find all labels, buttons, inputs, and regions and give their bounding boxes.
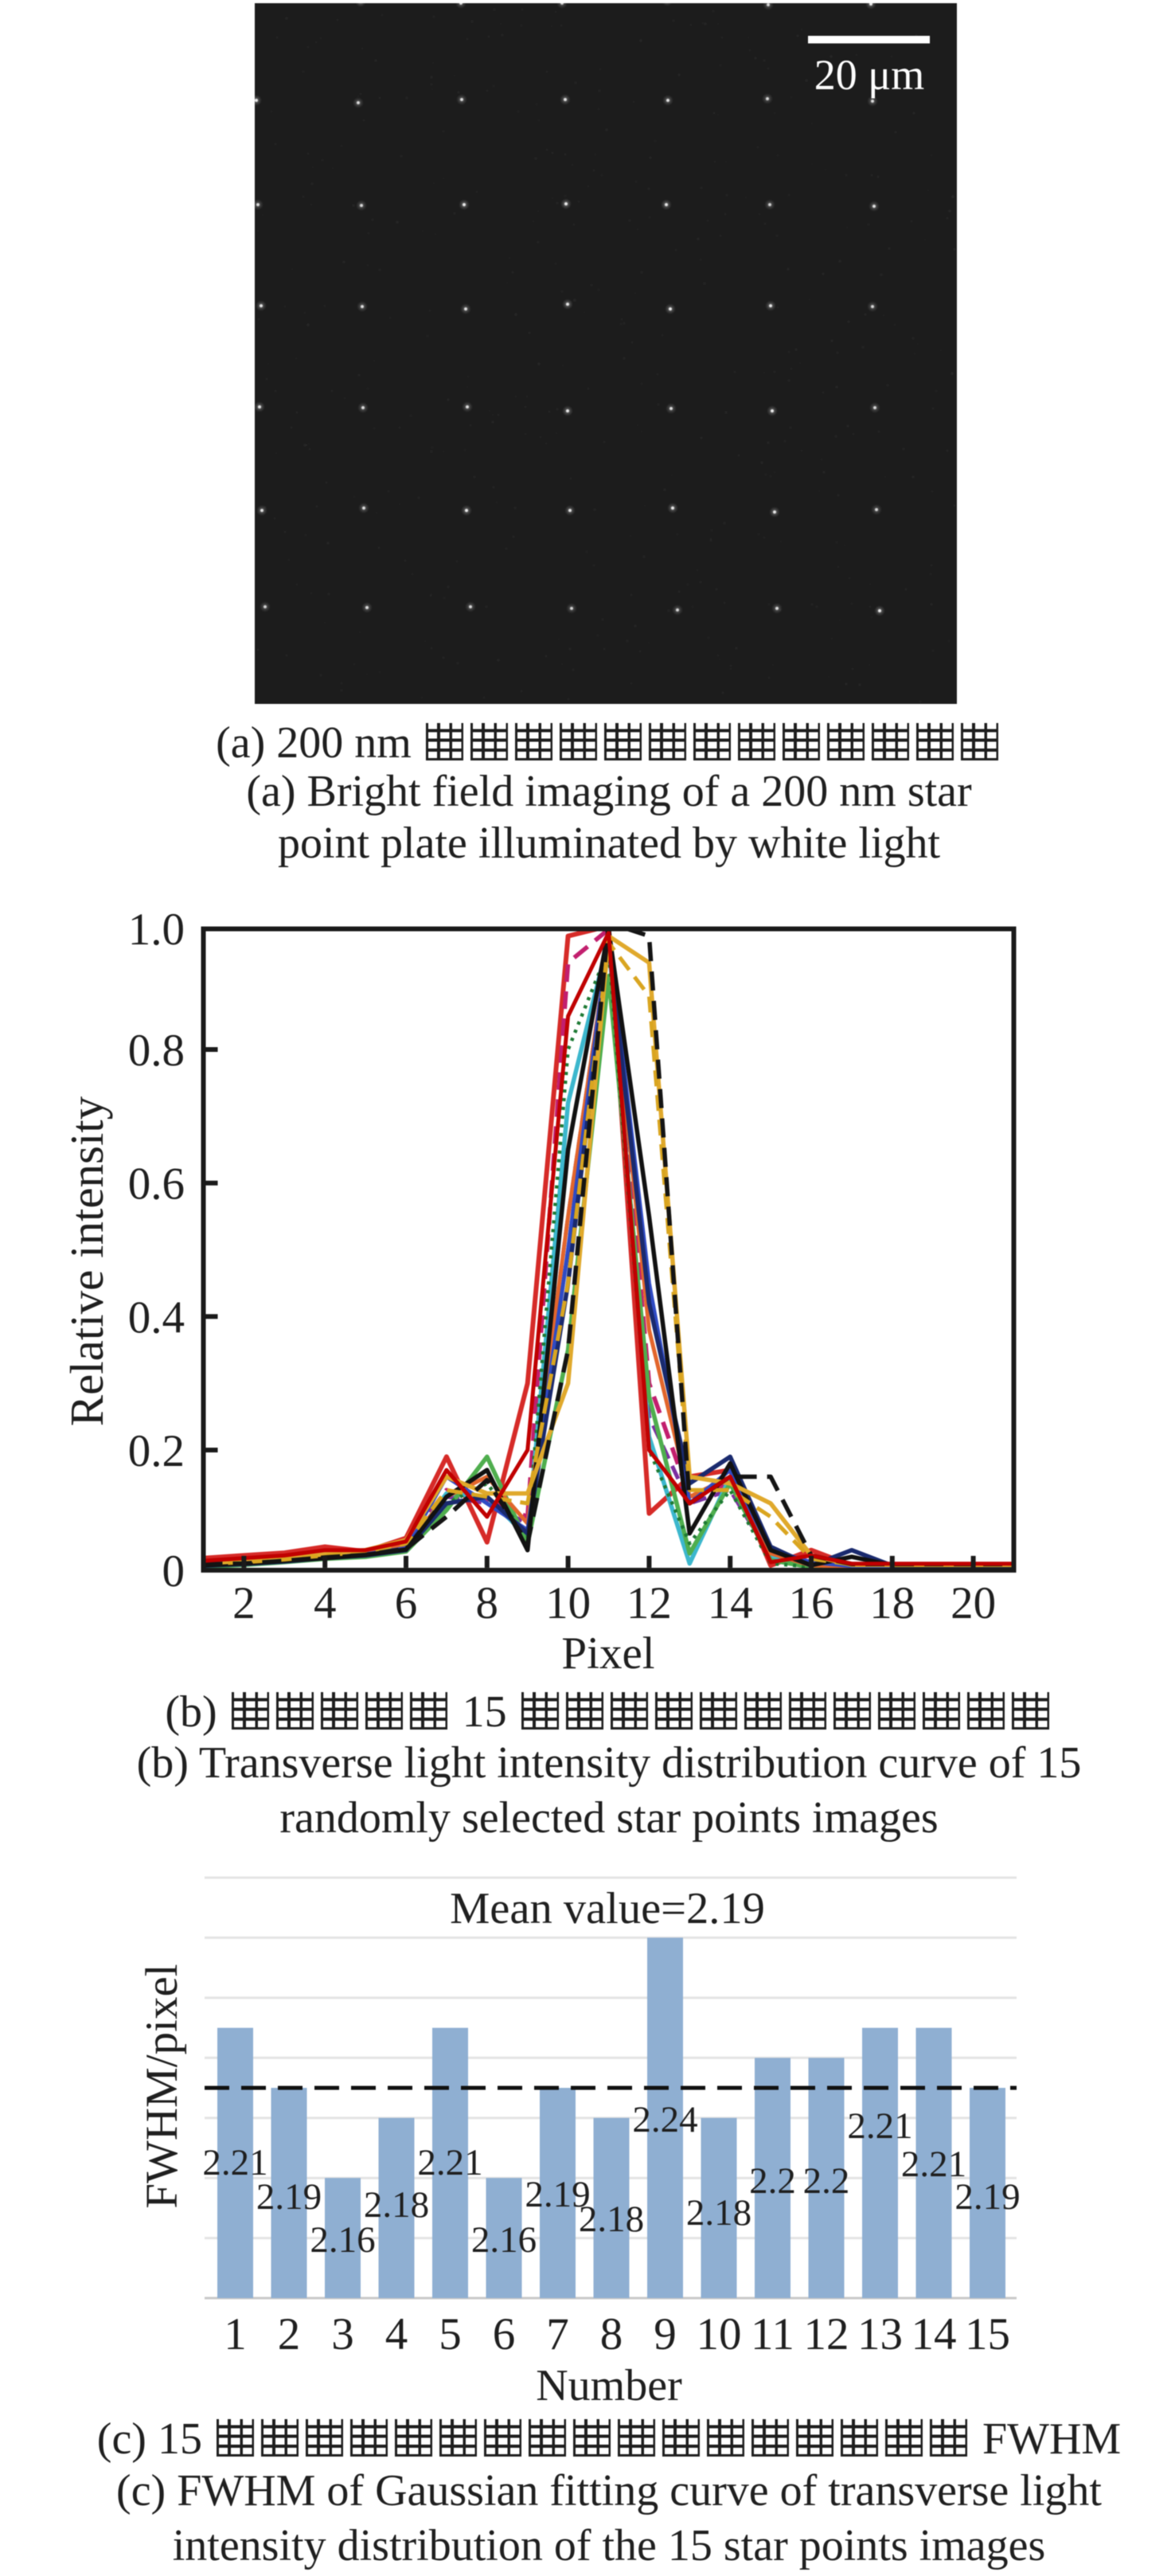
svg-text:18: 18: [869, 1578, 915, 1628]
svg-text:Pixel: Pixel: [561, 1628, 654, 1679]
svg-text:11: 11: [751, 2309, 794, 2359]
svg-text:20 μm: 20 μm: [814, 51, 924, 99]
svg-text:13: 13: [857, 2309, 903, 2359]
svg-text:6: 6: [493, 2309, 516, 2359]
svg-text:2.19: 2.19: [954, 2176, 1020, 2218]
svg-text:2.18: 2.18: [686, 2192, 751, 2234]
svg-text:2.18: 2.18: [364, 2184, 429, 2226]
svg-text:2.24: 2.24: [632, 2099, 697, 2140]
svg-text:2.16: 2.16: [310, 2219, 375, 2261]
svg-text:14: 14: [912, 2309, 957, 2359]
svg-text:0.2: 0.2: [128, 1426, 185, 1476]
svg-text:5: 5: [439, 2309, 462, 2359]
svg-text:2.16: 2.16: [471, 2219, 537, 2261]
svg-text:Mean value=2.19: Mean value=2.19: [450, 1884, 765, 1933]
svg-text:Relative intensity: Relative intensity: [61, 1096, 113, 1426]
svg-text:12: 12: [804, 2309, 849, 2359]
svg-text:2: 2: [232, 1578, 256, 1628]
svg-text:9: 9: [654, 2309, 677, 2359]
svg-text:Number: Number: [536, 2361, 682, 2410]
svg-text:2.21: 2.21: [417, 2142, 482, 2183]
svg-text:2.21: 2.21: [901, 2144, 966, 2185]
svg-text:12: 12: [627, 1578, 672, 1628]
svg-text:7: 7: [546, 2309, 569, 2359]
svg-text:2.19: 2.19: [525, 2174, 590, 2215]
svg-text:6: 6: [395, 1578, 418, 1628]
svg-text:15: 15: [965, 2309, 1010, 2359]
svg-text:2.18: 2.18: [579, 2199, 644, 2240]
svg-text:4: 4: [385, 2309, 408, 2359]
svg-text:0: 0: [162, 1546, 185, 1597]
svg-text:2.21: 2.21: [202, 2142, 267, 2183]
svg-text:2: 2: [278, 2309, 301, 2359]
svg-text:2.21: 2.21: [847, 2105, 912, 2147]
svg-text:0.6: 0.6: [128, 1159, 185, 1210]
svg-text:8: 8: [600, 2309, 623, 2359]
svg-text:3: 3: [331, 2309, 354, 2359]
svg-text:0.4: 0.4: [128, 1292, 185, 1343]
svg-text:10: 10: [545, 1578, 591, 1628]
svg-text:10: 10: [697, 2309, 742, 2359]
svg-text:16: 16: [789, 1578, 834, 1628]
svg-text:2.2: 2.2: [749, 2160, 796, 2202]
svg-text:14: 14: [708, 1578, 753, 1628]
svg-text:0.8: 0.8: [128, 1026, 185, 1076]
svg-text:FWHM/pixel: FWHM/pixel: [137, 1964, 187, 2208]
svg-text:2.2: 2.2: [803, 2160, 850, 2202]
svg-text:4: 4: [314, 1578, 337, 1628]
svg-text:1: 1: [224, 2309, 247, 2359]
svg-text:20: 20: [951, 1578, 996, 1628]
svg-text:1.0: 1.0: [128, 905, 185, 955]
svg-text:8: 8: [476, 1578, 499, 1628]
svg-text:2.19: 2.19: [256, 2176, 322, 2218]
